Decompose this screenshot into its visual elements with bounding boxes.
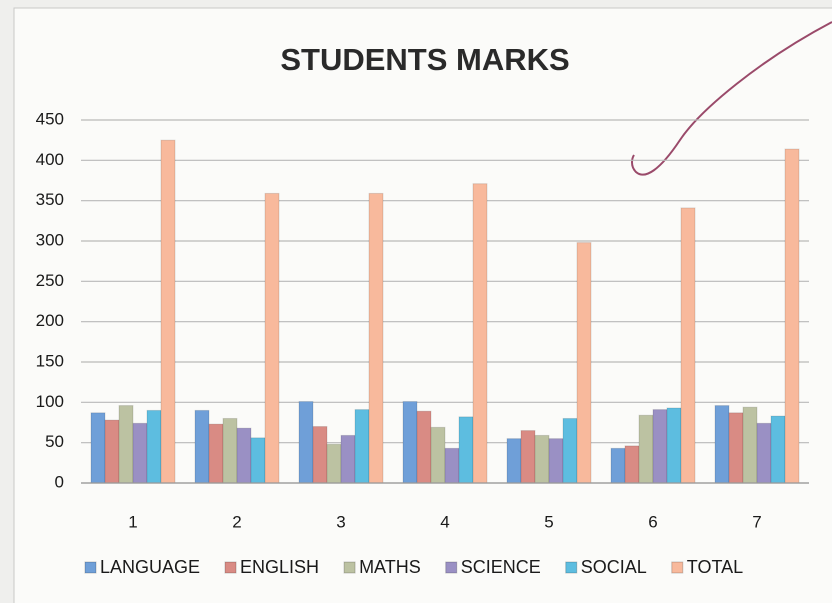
y-tick-label: 250 [36, 271, 64, 290]
bar [354, 409, 370, 484]
x-tick-label: 6 [648, 512, 657, 531]
bar [160, 139, 176, 484]
bar [90, 412, 106, 484]
bar [104, 419, 120, 484]
legend-swatch [445, 561, 458, 574]
plot-area: 0 50 100 150 200 250 300 350 400 450 1 2 3 4 5 6 7 [36, 109, 809, 531]
bar [666, 407, 682, 484]
legend-swatch [671, 561, 684, 574]
bar [534, 434, 550, 484]
legend-swatch [224, 561, 237, 574]
bar [368, 192, 384, 484]
bar [576, 242, 592, 484]
bar [506, 438, 522, 484]
bar [638, 414, 654, 484]
bar [520, 430, 536, 484]
pen-stroke [631, 21, 832, 176]
legend: LANGUAGE ENGLISH MATHS SCIENCE SOCIAL TOTAL [84, 557, 743, 577]
legend-label: SOCIAL [581, 557, 647, 577]
y-tick-label: 400 [36, 150, 64, 169]
bar [714, 405, 730, 484]
legend-label: SCIENCE [461, 557, 541, 577]
bar [194, 409, 210, 484]
bar [236, 427, 252, 484]
legend-label: LANGUAGE [100, 557, 200, 577]
bar [624, 445, 640, 484]
y-tick-label: 300 [36, 230, 64, 249]
legend-label: MATHS [359, 557, 421, 577]
y-tick-label: 450 [36, 109, 64, 128]
bar [728, 412, 744, 484]
bar [264, 192, 280, 484]
bar [562, 417, 578, 484]
x-tick-label: 4 [440, 512, 449, 531]
y-tick-label: 100 [36, 392, 64, 411]
y-tick-label: 350 [36, 190, 64, 209]
bar [250, 437, 266, 484]
x-tick-label: 3 [336, 512, 345, 531]
bar [118, 405, 134, 484]
bar [610, 447, 626, 484]
bar [340, 434, 356, 484]
bar [416, 410, 432, 484]
x-tick-label: 5 [544, 512, 553, 531]
bar [756, 422, 772, 484]
bar [146, 409, 162, 484]
y-tick-label: 50 [45, 432, 64, 451]
y-tick-label: 200 [36, 311, 64, 330]
chart-title: STUDENTS MARKS [280, 42, 569, 77]
bar [430, 426, 446, 484]
x-tick-label: 1 [128, 512, 137, 531]
bar [402, 401, 418, 484]
bar [326, 443, 342, 484]
bar [652, 409, 668, 484]
chart-frame [13, 7, 832, 603]
bar [770, 415, 786, 484]
bar [472, 183, 488, 484]
bar [444, 447, 460, 484]
bar [132, 422, 148, 484]
y-tick-label: 150 [36, 351, 64, 370]
x-tick-label: 2 [232, 512, 241, 531]
legend-swatch [343, 561, 356, 574]
bar [680, 207, 696, 484]
legend-swatch [84, 561, 97, 574]
legend-label: TOTAL [687, 557, 743, 577]
x-tick-label: 7 [752, 512, 761, 531]
bar [548, 438, 564, 484]
bar [458, 416, 474, 484]
bar [208, 423, 224, 484]
bar [222, 417, 238, 484]
bar [742, 406, 758, 484]
bar [784, 148, 800, 484]
y-tick-label: 0 [55, 472, 64, 491]
legend-label: ENGLISH [240, 557, 319, 577]
legend-swatch [565, 561, 578, 574]
bar [312, 426, 328, 484]
bar [298, 401, 314, 484]
